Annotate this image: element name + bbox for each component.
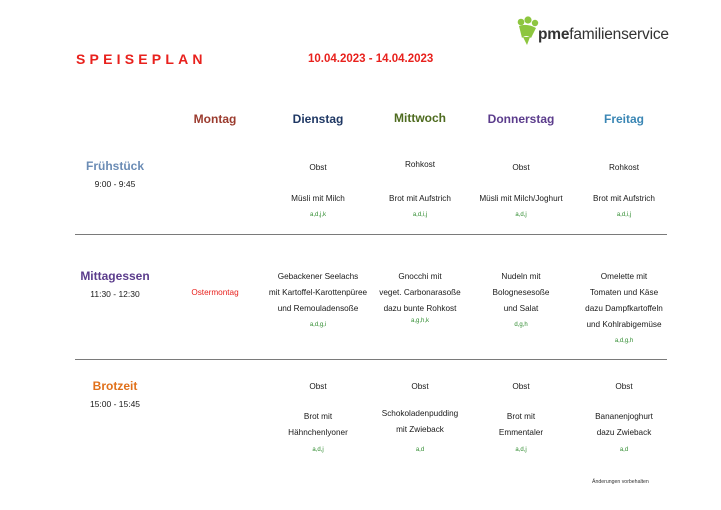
day-header-friday: Freitag [603, 112, 644, 126]
snack-thursday-item1: Obst [512, 382, 530, 391]
section-divider [75, 359, 667, 361]
snack-tuesday-item1: Obst [309, 382, 327, 391]
breakfast-thursday-allergens: a,d,j [515, 212, 527, 218]
meal-name-snack: Brotzeit [92, 379, 138, 393]
lunch-tuesday-dish: Gebackener Seelachs mit Kartoffel-Karotte… [268, 272, 368, 313]
lunch-friday-allergens: a,d,g,h [614, 338, 634, 344]
section-divider [75, 234, 667, 236]
meal-name-breakfast: Frühstück [85, 159, 144, 173]
meal-time-lunch: 11:30 - 12:30 [90, 289, 140, 299]
snack-friday-item2: Bananenjoghurt dazu Zwieback [595, 412, 653, 437]
pme-logo-icon [517, 16, 539, 45]
snack-tuesday-allergens: a,d,j [312, 447, 324, 453]
lunch-monday-holiday: Ostermontag [191, 288, 239, 297]
day-header-thursday: Donnerstag [487, 112, 555, 126]
meal-time-snack: 15:00 - 15:45 [89, 399, 141, 409]
breakfast-wednesday-allergens: a,d,i,j [412, 212, 428, 218]
footer-note: Änderungen vorbehalten [592, 479, 649, 485]
breakfast-friday-item1: Rohkost [608, 163, 640, 172]
snack-thursday-allergens: a,d,j [515, 447, 527, 453]
breakfast-tuesday-item1: Obst [309, 163, 327, 172]
day-header-monday: Montag [193, 112, 237, 126]
snack-wednesday-allergens: a,d [415, 447, 425, 453]
lunch-thursday-allergens: d,g,h [514, 322, 528, 328]
breakfast-thursday-item1: Obst [512, 163, 530, 172]
date-range: 10.04.2023 - 14.04.2023 [308, 53, 434, 65]
page-title: SPEISEPLAN [76, 51, 207, 67]
meal-name-lunch: Mittagessen [80, 269, 150, 283]
snack-tuesday-item2: Brot mit Hähnchenlyoner [288, 412, 348, 437]
lunch-tuesday-allergens: a,d,g,i [309, 322, 327, 328]
snack-friday-item1: Obst [615, 382, 633, 391]
snack-wednesday-item2: Schokoladenpudding mit Zwieback [381, 409, 459, 434]
snack-wednesday-item1: Obst [411, 382, 429, 391]
snack-thursday-item2: Brot mit Emmentaler [498, 412, 544, 437]
logo-wordmark: pmefamilienservice [538, 26, 669, 43]
day-header-wednesday: Mittwoch [394, 111, 446, 125]
lunch-friday-dish: Omelette mit Tomaten und Käse dazu Dampfka… [585, 272, 663, 329]
breakfast-wednesday-item1: Rohkost [404, 160, 436, 169]
breakfast-friday-allergens: a,d,i,j [616, 212, 632, 218]
breakfast-friday-item2: Brot mit Aufstrich [593, 194, 655, 203]
lunch-wednesday-dish: Gnocchi mit veget. Carbonarasoße dazu bunt… [379, 272, 461, 313]
breakfast-thursday-item2: Müsli mit Milch/Joghurt [479, 194, 563, 203]
breakfast-tuesday-item2: Müsli mit Milch [291, 194, 345, 203]
breakfast-wednesday-item2: Brot mit Aufstrich [389, 194, 451, 203]
lunch-thursday-dish: Nudeln mit Bolognesesoße und Salat [492, 272, 550, 313]
snack-friday-allergens: a,d [619, 447, 629, 453]
meal-time-breakfast: 9:00 - 9:45 [94, 179, 136, 189]
lunch-wednesday-allergens: a,g,h,k [410, 318, 429, 324]
day-header-tuesday: Dienstag [292, 112, 344, 126]
breakfast-tuesday-allergens: a,d,j,k [309, 212, 326, 218]
